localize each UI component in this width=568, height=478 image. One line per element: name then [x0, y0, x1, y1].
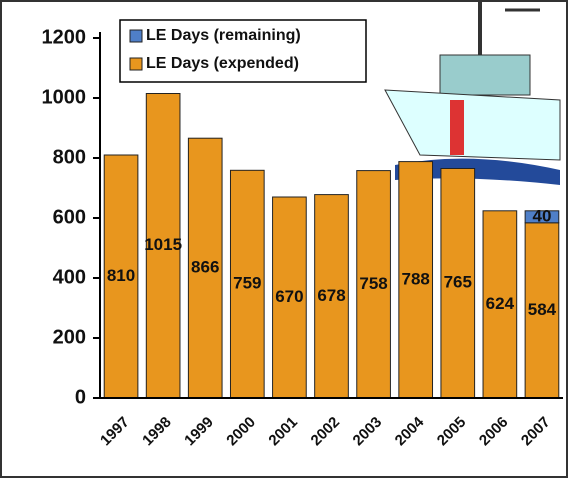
data-label: 670	[275, 287, 303, 306]
data-label: 866	[191, 258, 219, 277]
y-tick-label: 400	[53, 266, 86, 288]
legend-label: LE Days (expended)	[146, 55, 299, 72]
bar-segment	[440, 168, 476, 399]
data-label: 624	[486, 294, 515, 313]
y-tick-label: 200	[53, 326, 86, 348]
bar-segment	[524, 222, 560, 399]
bar-segment	[314, 194, 349, 399]
legend-label: LE Days (remaining)	[146, 27, 301, 44]
bar-segment	[145, 93, 181, 399]
bar-segment	[524, 210, 560, 224]
y-tick-label: 1000	[42, 86, 87, 108]
legend-swatch	[129, 29, 143, 43]
data-label: 765	[444, 273, 472, 292]
y-tick-label: 1200	[42, 26, 87, 48]
data-label: 788	[401, 269, 429, 288]
bar-segment	[272, 196, 307, 399]
bar-segment	[187, 137, 223, 399]
bar-segment	[398, 161, 434, 399]
ship-illustration	[384, 0, 561, 185]
data-label: 40	[532, 206, 551, 225]
bar-segment	[482, 210, 518, 399]
bar-segment	[103, 154, 139, 399]
data-label: 678	[317, 286, 345, 305]
y-tick-label: 800	[53, 146, 86, 168]
data-label: 584	[528, 300, 557, 319]
legend-swatch	[129, 57, 143, 71]
data-label: 810	[107, 266, 135, 285]
y-tick-label: 600	[53, 206, 86, 228]
data-label: 759	[233, 274, 261, 293]
y-tick-label: 0	[75, 386, 86, 408]
data-label: 758	[359, 274, 387, 293]
data-label: 1015	[144, 235, 182, 254]
legend-box	[119, 19, 367, 83]
bar-segment	[356, 170, 391, 399]
bar-segment	[229, 169, 265, 399]
